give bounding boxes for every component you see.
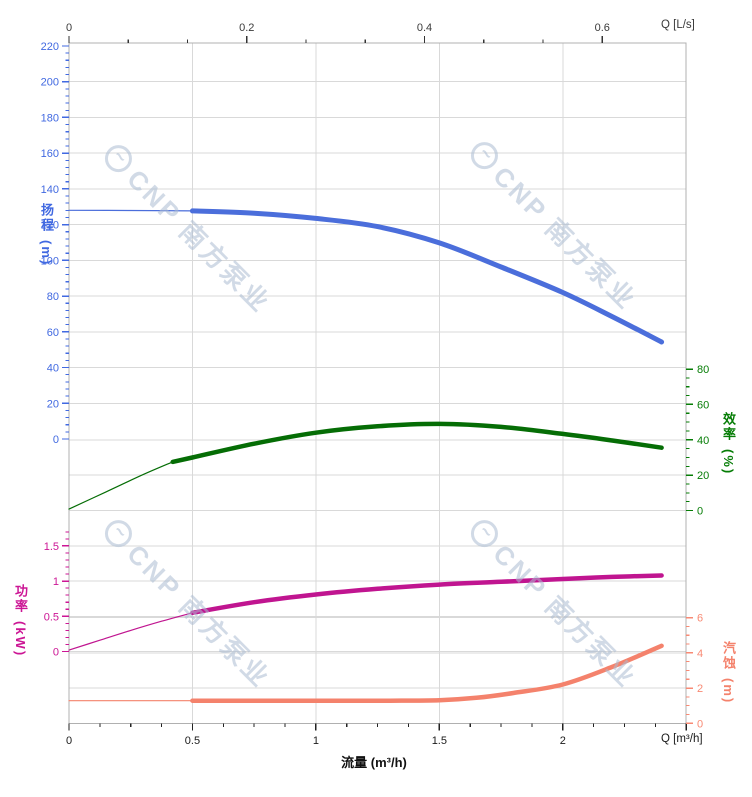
head-axis-tick-label: 120	[41, 220, 59, 232]
efficiency-axis-tick-label: 20	[697, 470, 709, 482]
power-axis-tick-label: 0	[53, 647, 59, 659]
efficiency-axis-tick-label: 0	[697, 506, 703, 518]
npsh-axis-tick-label: 2	[697, 683, 703, 695]
efficiency-axis-title-text: 效率	[720, 412, 736, 442]
bottom-axis-tick-label: 0.5	[185, 735, 200, 747]
head-axis-title: 扬程 (m)	[38, 203, 54, 267]
head-axis-tick-label: 100	[41, 255, 59, 267]
curve-efficiency	[170, 421, 664, 465]
head-axis-tick-label: 220	[41, 41, 59, 53]
npsh-axis-tick-label: 6	[697, 613, 703, 625]
curve-npsh	[190, 643, 664, 703]
head-axis-tick-label: 180	[41, 112, 59, 124]
top-axis-tick-label: 0.2	[239, 22, 254, 34]
power-axis-tick-label: 1	[53, 576, 59, 588]
top-axis-unit-label: Q [L/s]	[661, 19, 695, 31]
top-axis-tick-label: 0.4	[417, 22, 432, 34]
npsh-axis-tick-label: 0	[697, 718, 703, 730]
top-axis-tick-label: 0.6	[595, 22, 610, 34]
head-axis-tick-label: 80	[47, 291, 59, 303]
head-axis-tick-label: 60	[47, 327, 59, 339]
curve-head	[189, 208, 665, 345]
npsh-axis-title: 汽蚀 (m)	[720, 641, 736, 705]
efficiency-axis-tick-label: 40	[697, 435, 709, 447]
head-axis-tick-label: 200	[41, 77, 59, 89]
power-axis-unit: (kW)	[12, 621, 28, 658]
npsh-axis-tick-label: 4	[697, 648, 703, 660]
power-axis-title: 功率 (kW)	[12, 584, 28, 658]
curve-efficiency-thin	[68, 461, 174, 510]
bottom-axis-tick-label: 2	[560, 735, 566, 747]
head-axis-tick-label: 40	[47, 363, 59, 375]
power-axis-tick-label: 0.5	[44, 611, 59, 623]
bottom-axis-tick-label: 1	[313, 735, 319, 747]
efficiency-axis-tick-label: 60	[697, 399, 709, 411]
head-axis-tick-label: 160	[41, 148, 59, 160]
npsh-axis-title-text: 汽蚀	[720, 641, 736, 671]
x-axis-title: 流量 (m³/h)	[341, 755, 407, 770]
bottom-axis-unit-label: Q [m³/h]	[661, 733, 703, 745]
power-axis-title-text: 功率	[12, 584, 28, 614]
npsh-axis-unit: (m)	[720, 678, 736, 705]
head-axis-title-text: 扬程	[38, 203, 54, 233]
bottom-axis-tick-label: 1.5	[432, 735, 447, 747]
efficiency-axis-tick-label: 80	[697, 364, 709, 376]
head-axis-unit: (m)	[38, 240, 54, 267]
top-axis-tick-label: 0	[66, 22, 72, 34]
curve-power-thin	[68, 612, 193, 651]
power-axis-tick-label: 1.5	[44, 541, 59, 553]
efficiency-axis-unit: (%)	[720, 449, 736, 476]
curve-power	[190, 573, 664, 616]
head-axis-tick-label: 0	[53, 434, 59, 446]
bottom-axis-tick-label: 0	[66, 735, 72, 747]
efficiency-axis-title: 效率 (%)	[720, 412, 736, 476]
curve-head-thin	[68, 209, 193, 212]
head-axis-tick-label: 140	[41, 184, 59, 196]
head-axis-tick-label: 20	[47, 398, 59, 410]
